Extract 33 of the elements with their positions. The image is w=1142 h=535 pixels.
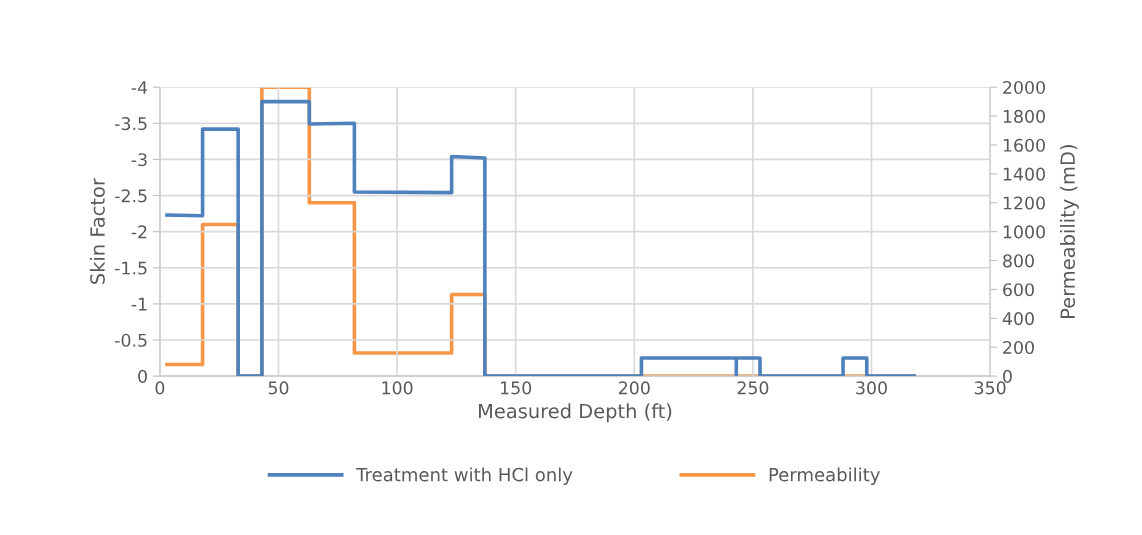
x-axis-title: Measured Depth (ft) (478, 403, 672, 423)
y2-tick-label: 1800 (1003, 109, 1045, 123)
x-tick-label: 350 (974, 381, 1006, 395)
x-tick-label: 300 (856, 381, 887, 395)
y-tick-label: -4 (131, 81, 148, 94)
y-tick-label: -3.5 (115, 117, 147, 131)
x-tick-label: 250 (737, 381, 769, 395)
legend-label: Treatment with HCl only (356, 467, 573, 485)
y-tick-label: -2.5 (115, 189, 147, 203)
y2-tick-label: 0 (1003, 369, 1012, 383)
y2-tick-label: 1400 (1003, 167, 1045, 181)
y2-axis-title: Permeability (mD) (1059, 145, 1079, 318)
x-tick-label: 150 (501, 381, 532, 395)
y2-tick-label: 1000 (1003, 225, 1045, 239)
y-tick-label: -0.5 (115, 333, 147, 347)
x-tick-label: 100 (382, 381, 413, 395)
y-tick-label: 0 (138, 369, 147, 383)
y2-tick-label: 800 (1003, 254, 1034, 268)
y2-tick-label: 2000 (1003, 80, 1045, 95)
y2-tick-label: 400 (1002, 312, 1034, 326)
x-tick-label: 200 (619, 381, 650, 395)
y-tick-label: -1 (131, 297, 147, 311)
y-axis-title: Skin Factor (89, 178, 105, 284)
y2-tick-label: 1600 (1003, 138, 1045, 152)
y-tick-label: -2 (131, 225, 147, 239)
y2-tick-label: 600 (1003, 283, 1034, 297)
legend-label: Permeability (769, 467, 880, 485)
x-tick-label: 50 (268, 381, 289, 395)
y-tick-label: -3 (131, 153, 147, 167)
x-tick-label: 0 (155, 381, 165, 395)
y2-tick-label: 200 (1003, 340, 1034, 355)
y-tick-label: -1.5 (115, 261, 147, 275)
y2-tick-label: 1200 (1003, 196, 1045, 210)
